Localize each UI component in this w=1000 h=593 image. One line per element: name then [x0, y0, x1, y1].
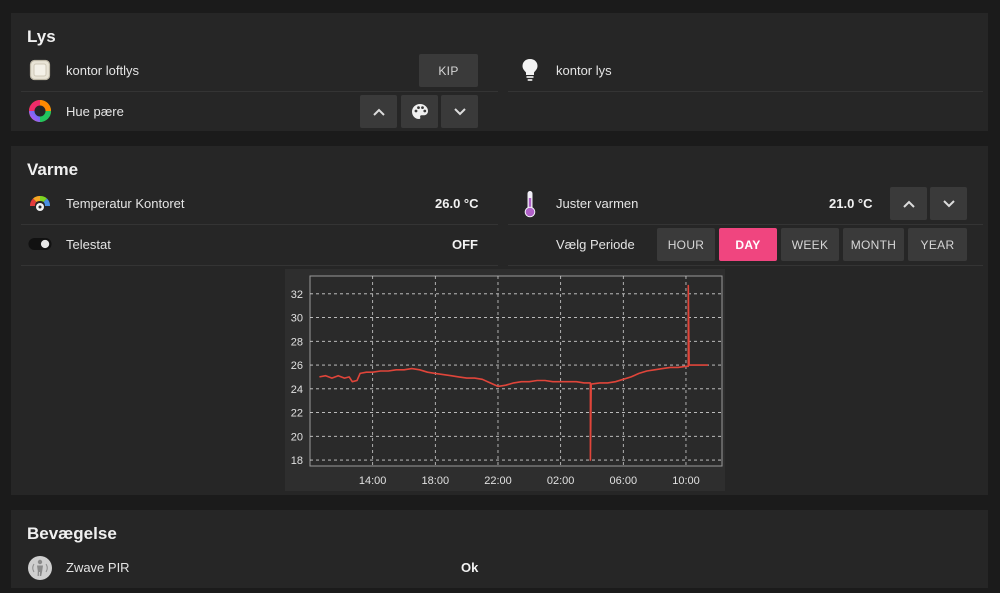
hue-up-button[interactable]: [360, 95, 397, 128]
period-day-button[interactable]: DAY: [719, 228, 777, 261]
toggle-icon[interactable]: [28, 232, 52, 256]
y-tick-label: 18: [291, 455, 303, 467]
chevron-down-icon: [942, 199, 955, 207]
pir-label: Zwave PIR: [66, 560, 130, 575]
y-tick-label: 32: [291, 289, 303, 301]
x-tick-label: 06:00: [610, 475, 638, 487]
chart-svg: 18 20 22 24 26 28 30 32 14:00 18:00 22:00 02:00 06:0…: [291, 275, 723, 487]
plot-area: [309, 275, 723, 467]
hue-palette-button[interactable]: [401, 95, 438, 128]
temperature-series-line: [319, 284, 708, 461]
y-tick-label: 24: [291, 384, 303, 396]
temperatur-label: Temperatur Kontoret: [66, 196, 185, 211]
kontor-loftlys-label: kontor loftlys: [66, 63, 139, 78]
row-divider: [21, 91, 498, 92]
juster-value: 21.0 °C: [829, 196, 873, 211]
x-tick-label: 18:00: [422, 475, 450, 487]
lightbulb-icon: [518, 58, 542, 82]
row-divider: [508, 224, 983, 225]
kontor-lys-label: kontor lys: [556, 63, 612, 78]
juster-label: Juster varmen: [556, 196, 639, 211]
thermometer-icon: [518, 189, 542, 219]
period-year-button[interactable]: YEAR: [908, 228, 967, 261]
x-tick-label: 22:00: [484, 475, 512, 487]
lys-panel: Lys kontor loftlys KIP kontor lys Hue pæ…: [11, 13, 988, 131]
y-tick-label: 20: [291, 431, 303, 443]
color-wheel-icon: [28, 99, 52, 123]
period-hour-button[interactable]: HOUR: [657, 228, 715, 261]
row-divider: [21, 265, 498, 266]
period-month-button[interactable]: MONTH: [843, 228, 904, 261]
y-tick-label: 30: [291, 313, 303, 325]
period-week-button[interactable]: WEEK: [781, 228, 839, 261]
palette-icon: [411, 103, 428, 119]
bevaegelse-panel: Bevægelse Zwave PIR Ok: [11, 510, 988, 588]
lys-title: Lys: [27, 27, 56, 46]
hue-down-button[interactable]: [441, 95, 478, 128]
x-tick-label: 02:00: [547, 475, 575, 487]
chevron-up-icon: [372, 108, 385, 116]
chevron-down-icon: [453, 107, 466, 115]
row-divider: [21, 224, 498, 225]
switch-icon[interactable]: [28, 58, 52, 82]
x-tick-label: 14:00: [359, 475, 387, 487]
kip-button[interactable]: KIP: [419, 54, 478, 87]
row-divider: [508, 265, 983, 266]
y-tick-label: 22: [291, 408, 303, 420]
temperatur-value: 26.0 °C: [435, 196, 479, 211]
juster-down-button[interactable]: [930, 187, 967, 220]
varme-title: Varme: [27, 160, 79, 179]
periode-label: Vælg Periode: [556, 237, 635, 252]
juster-up-button[interactable]: [890, 187, 927, 220]
hue-label: Hue pære: [66, 104, 124, 119]
x-tick-label: 10:00: [672, 475, 700, 487]
telestat-value: OFF: [452, 237, 478, 252]
row-divider: [508, 91, 983, 92]
gauge-icon: [28, 191, 52, 215]
y-tick-label: 28: [291, 336, 303, 348]
y-tick-label: 26: [291, 360, 303, 372]
temperature-chart: 18 20 22 24 26 28 30 32 14:00 18:00 22:00 02:00 06:0…: [285, 269, 725, 491]
pir-value: Ok: [461, 560, 479, 575]
bevaegelse-title: Bevægelse: [27, 524, 117, 543]
motion-sensor-icon: [27, 555, 53, 581]
telestat-label: Telestat: [66, 237, 111, 252]
chevron-up-icon: [902, 200, 915, 208]
